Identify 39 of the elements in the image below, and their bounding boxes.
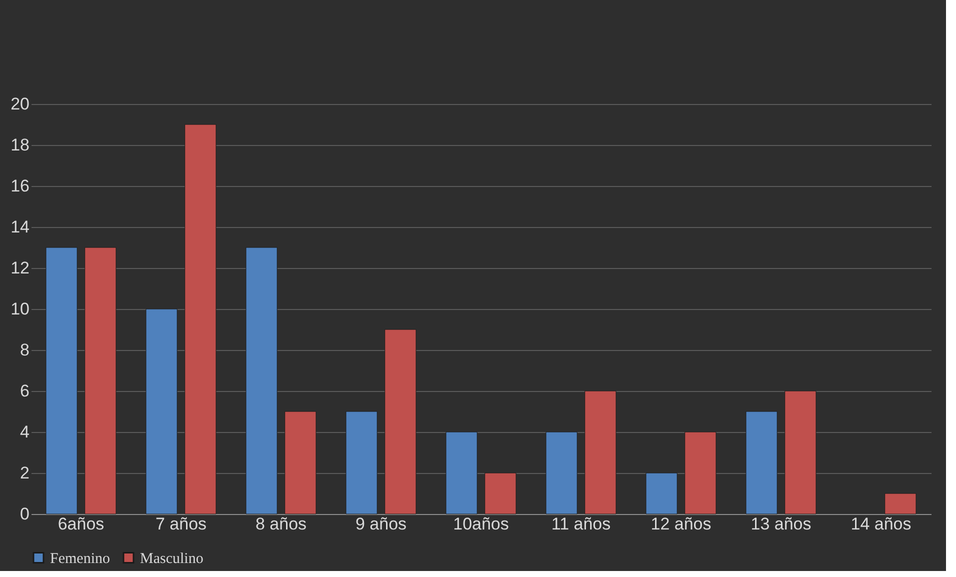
y-tick-label: 10 (10, 300, 30, 318)
y-tick-label: 2 (20, 464, 30, 482)
bar (184, 124, 216, 514)
bar (884, 493, 916, 514)
y-tick-label: 16 (10, 176, 30, 196)
bar (746, 411, 778, 514)
bar (384, 329, 416, 514)
x-tick-label: 10años (453, 514, 509, 534)
legend-label: Masculino (140, 550, 204, 567)
bar (546, 432, 578, 514)
bar (246, 247, 278, 514)
x-tick-label: 13 años (750, 514, 812, 534)
bar (84, 247, 116, 514)
y-tick-label: 20 (10, 94, 30, 114)
legend-label: Femenino (50, 550, 110, 567)
x-tick-label: 9 años (355, 514, 407, 534)
x-tick-label: 8 años (255, 514, 307, 534)
bar (284, 411, 316, 514)
x-tick-label: 6años (58, 514, 104, 534)
bar (46, 247, 78, 514)
bar (784, 390, 816, 514)
x-tick-label: 14 años (850, 514, 912, 534)
bar (446, 432, 478, 514)
bar (346, 411, 378, 514)
x-tick-label: 7 años (155, 514, 207, 534)
y-tick-label: 0 (20, 504, 30, 524)
y-tick-label: 6 (20, 382, 30, 400)
x-tick-label: 12 años (650, 514, 712, 534)
bar (646, 472, 678, 514)
y-tick-label: 14 (10, 218, 30, 236)
bar (484, 472, 516, 514)
y-tick-label: 18 (10, 136, 30, 154)
bar (684, 432, 716, 514)
y-tick-label: 4 (20, 422, 30, 442)
bar (584, 390, 616, 514)
x-tick-label: 11 años (551, 514, 611, 534)
y-tick-label: 12 (10, 258, 30, 278)
y-tick-label: 8 (20, 340, 30, 360)
bar (146, 308, 178, 514)
